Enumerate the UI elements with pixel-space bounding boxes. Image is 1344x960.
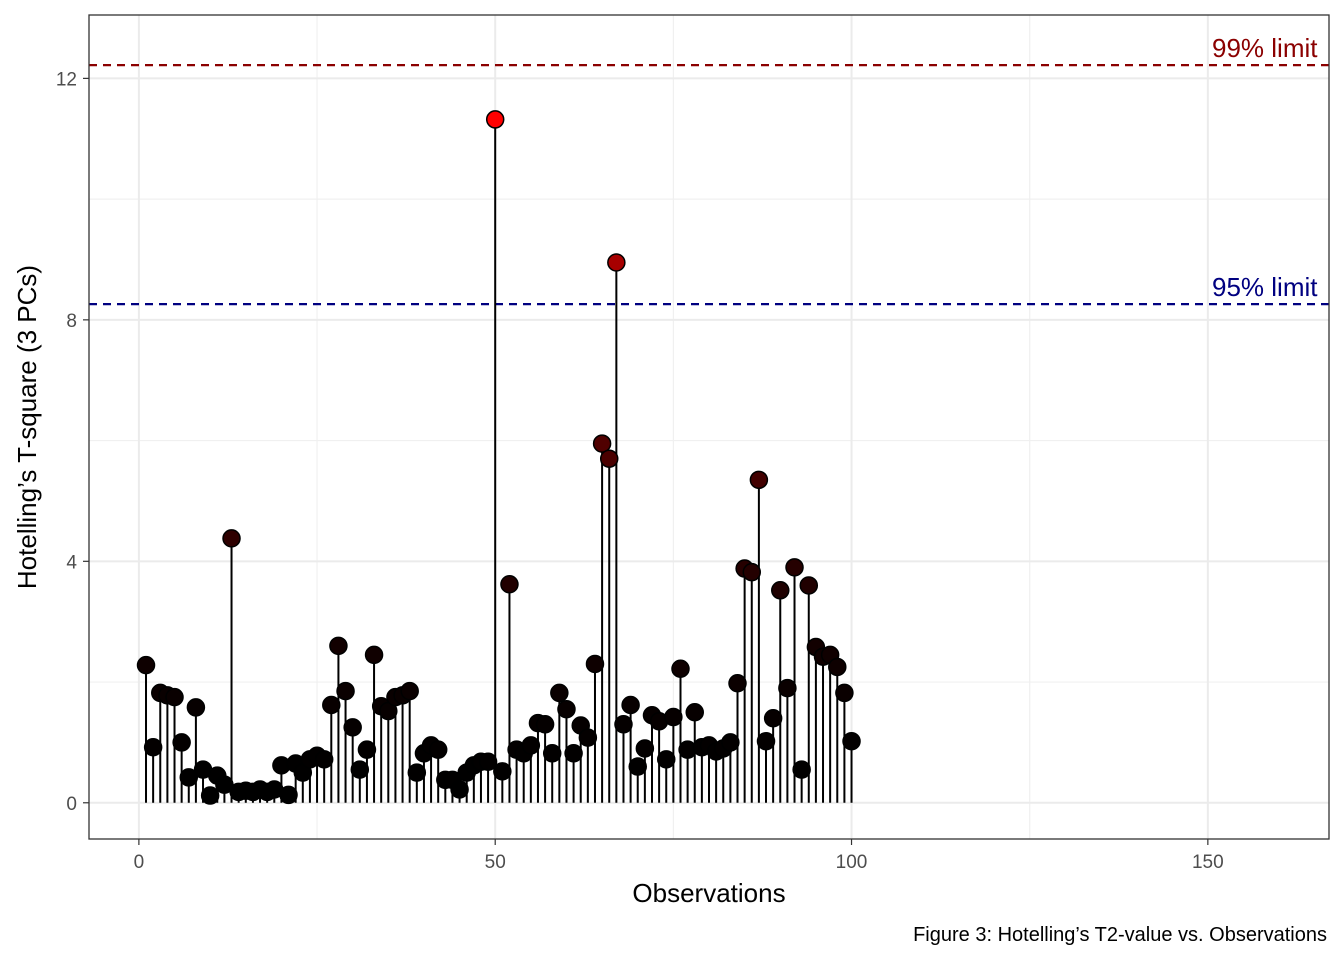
data-point [799,576,819,595]
data-point [329,636,348,656]
data-point [828,657,847,677]
data-point [785,558,804,577]
data-point [364,645,384,665]
data-point [500,575,519,594]
data-point [599,449,619,468]
data-point [535,715,555,734]
data-point [721,733,740,752]
data-point [656,750,676,769]
figure-caption: Figure 3: Hotelling’s T2-value vs. Obser… [913,924,1327,946]
data-point [585,654,605,674]
data-point [550,683,569,703]
data-point [222,529,241,548]
data-point [778,678,797,698]
data-point [172,733,191,752]
data-point [165,687,184,707]
data-point [322,695,341,715]
x-tick-label: 0 [134,852,145,873]
plot-panel [89,15,1329,839]
x-axis-ticks: 0 50 100 150 [134,839,1224,873]
data-point [314,750,334,769]
x-tick-label: 50 [485,852,506,873]
data-point [478,752,498,771]
y-axis-ticks: 0 4 8 12 [56,69,89,815]
minor-gridlines [89,15,1329,839]
x-tick-label: 100 [836,852,868,873]
data-point [749,470,769,490]
data-point [842,731,861,751]
data-point [450,780,469,799]
data-point [635,739,655,758]
y-tick-label: 12 [56,69,77,90]
data-point [215,775,234,794]
points [136,110,861,805]
limit-label: 99% limit [1212,33,1318,63]
data-point [728,674,747,693]
data-point [279,785,298,805]
data-point [179,768,199,787]
data-point [557,699,576,719]
data-point [664,707,683,727]
data-point [607,253,626,272]
data-point [742,562,762,582]
data-point [343,718,362,737]
data-point [628,757,647,776]
y-tick-label: 4 [66,552,77,573]
plot-border [88,14,1330,840]
data-point [186,698,206,717]
data-point [357,740,377,759]
data-point [136,655,156,675]
data-point [564,744,583,763]
data-point [400,681,419,701]
data-point [771,581,790,600]
x-axis-title: Observations [632,878,785,908]
data-point [763,709,783,728]
data-point [614,715,633,734]
data-point [621,695,640,715]
data-point [542,744,562,763]
x-tick-label: 150 [1192,852,1224,873]
data-point [756,731,776,751]
data-point [143,737,163,757]
data-point [835,683,854,703]
data-point [336,681,355,701]
data-point [685,702,704,722]
data-point [521,736,541,755]
y-tick-label: 8 [66,311,77,332]
data-point [671,659,690,679]
y-tick-label: 0 [66,794,77,815]
y-axis-title: Hotelling’s T-square (3 PCs) [12,265,42,589]
data-point [200,786,220,805]
data-point [428,740,448,759]
data-point [407,763,427,782]
data-point [592,434,612,453]
data-point [485,110,505,129]
data-point [493,762,512,781]
data-point [792,760,811,779]
limit-label: 95% limit [1212,272,1318,302]
data-point [350,760,370,779]
control-limits: 99% limit 95% limit [89,33,1329,306]
data-point [578,728,598,747]
